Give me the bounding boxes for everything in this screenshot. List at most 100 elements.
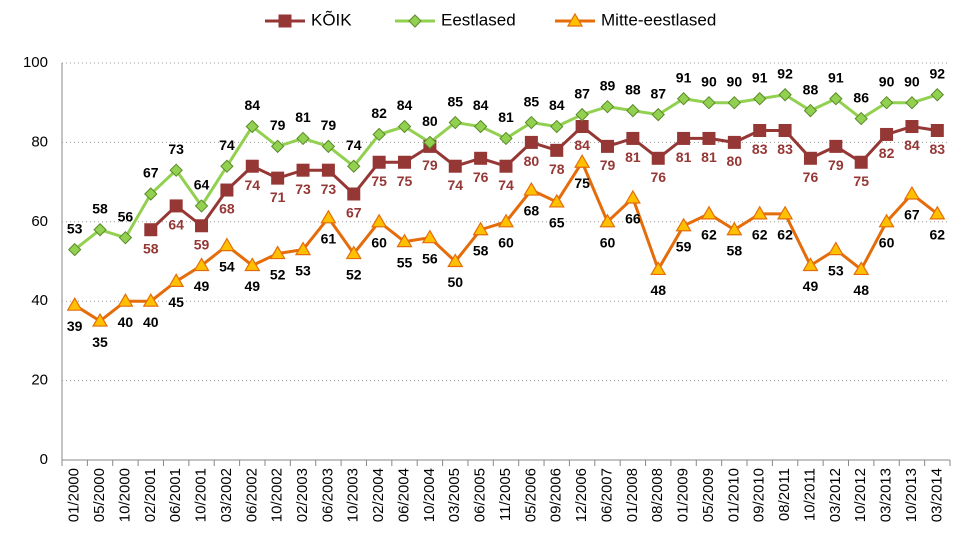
data-label: 75 [574,175,590,191]
data-point [676,92,691,106]
data-label: 84 [549,97,565,113]
y-tick-label: 0 [40,451,48,468]
legend-marker [408,14,422,28]
x-tick-label: 06/2004 [395,468,412,522]
data-label: 88 [625,81,641,97]
data-label: 91 [676,69,692,85]
data-point [169,163,183,177]
y-tick-label: 40 [31,292,48,309]
data-label: 48 [853,282,869,298]
data-label: 49 [244,278,260,294]
data-label: 53 [67,220,83,236]
x-tick-label: 01/2008 [624,468,641,522]
data-point [245,119,259,134]
data-label: 90 [879,73,895,89]
data-point [118,230,133,245]
data-point [524,135,538,149]
data-label: 82 [371,105,387,121]
data-point [168,273,185,287]
data-point [600,99,615,114]
data-label: 58 [92,200,108,216]
data-label: 90 [701,73,717,89]
x-tick-label: 10/2003 [345,468,362,522]
data-point [347,159,361,173]
data-point [626,131,640,145]
x-tick-label: 03/2005 [446,468,463,522]
data-point [651,107,665,122]
data-point [244,257,261,272]
data-label: 91 [828,69,844,85]
data-point [93,223,107,237]
data-point [371,213,388,228]
data-label: 52 [270,266,286,282]
data-label: 60 [371,235,387,251]
data-label: 82 [879,145,895,161]
data-label: 64 [168,217,184,233]
x-tick-label: 01/2010 [725,468,742,522]
x-tick-label: 06/2001 [167,468,184,522]
data-label: 91 [752,69,768,85]
y-tick-label: 100 [23,54,48,71]
data-label: 83 [930,141,946,157]
data-label: 58 [143,240,159,256]
data-point [778,123,792,137]
data-point [803,151,817,165]
data-label: 84 [574,137,590,153]
x-tick-label: 10/2001 [193,468,210,522]
data-point [421,229,438,244]
x-tick-label: 06/2002 [243,468,260,522]
x-tick-label: 06/2003 [319,468,336,522]
data-label: 60 [879,235,895,251]
x-tick-label: 05/2000 [91,468,108,522]
data-point [700,205,718,220]
data-point [144,187,158,201]
data-point [169,199,183,213]
data-label: 67 [346,205,362,221]
data-point [853,261,870,276]
data-point [727,95,742,110]
data-label: 62 [777,227,793,243]
data-point [548,193,565,208]
x-tick-label: 03/2012 [827,468,844,522]
data-label: 75 [397,173,413,189]
data-label: 49 [803,278,819,294]
data-point [218,237,235,252]
data-point [524,115,539,130]
data-point [702,95,716,110]
data-point [499,159,513,173]
data-label: 79 [828,157,844,173]
data-label: 62 [752,227,768,243]
data-label: 75 [853,173,869,189]
data-point [777,205,794,220]
data-label: 59 [194,236,210,252]
data-point [397,119,412,134]
data-point [372,127,386,142]
data-label: 60 [498,235,514,251]
data-point [574,154,591,168]
data-label: 74 [244,177,260,193]
data-point [472,221,489,236]
data-label: 56 [422,250,438,266]
data-point [829,92,843,106]
data-label: 59 [676,238,692,254]
data-label: 75 [371,173,387,189]
data-label: 73 [295,181,311,197]
data-label: 74 [498,177,514,193]
data-point [245,159,259,173]
data-label: 81 [498,109,514,125]
data-point [854,111,868,126]
data-point [448,159,462,173]
data-point [296,131,310,146]
data-point [803,103,818,118]
data-label: 58 [727,242,743,258]
data-point [271,171,285,185]
data-label: 56 [118,208,134,224]
data-label: 48 [650,282,666,298]
data-point [753,123,767,137]
data-point [66,296,83,311]
data-label: 68 [524,203,540,219]
data-label: 61 [321,231,337,247]
data-label: 62 [701,227,717,243]
data-point [930,88,945,102]
